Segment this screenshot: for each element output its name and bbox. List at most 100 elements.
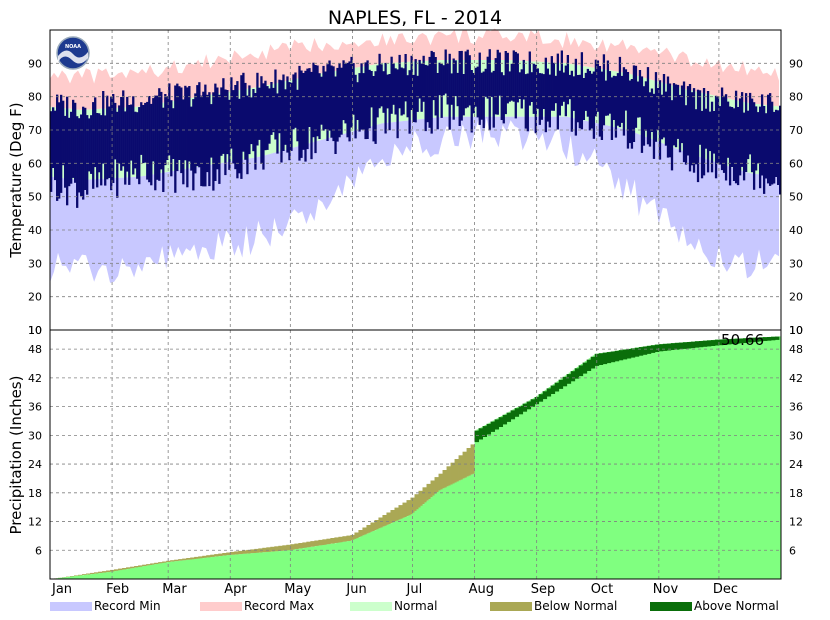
precip-below-normal [178,559,183,561]
plot-frame [49,29,782,580]
precip-above-normal [510,410,516,420]
temperature-day-bar [274,69,277,140]
precip-below-normal [242,550,247,554]
temperature-day-bar [648,92,652,147]
temperature-day-bar [740,92,744,167]
temperature-day-bar [736,107,740,186]
temperature-day-bar [668,83,672,158]
temperature-day-bar [462,74,465,116]
precip-below-normal [390,510,395,524]
precip-above-normal [486,423,492,435]
temperature-day-bar [658,80,662,160]
temperature-day-bar [280,80,283,163]
legend-label: Record Min [94,599,161,613]
temperature-day-bar [408,70,411,134]
temperature-day-bar [116,111,119,198]
precipitation-tick-label: 12 [789,516,803,529]
temperature-day-bar [682,81,686,163]
temperature-day-bar [624,69,628,111]
temperature-day-bar [340,67,343,135]
temperature-day-bar [728,106,732,186]
precip-above-normal [546,388,552,397]
precipitation-tick-label: 12 [28,516,42,529]
precip-above-normal [674,342,680,350]
precip-above-normal [498,417,504,427]
temperature-day-bar [248,85,251,155]
temperature-day-bar [276,93,279,154]
precip-above-normal [606,352,612,364]
legend-label: Record Max [244,599,314,613]
temperature-y-ticks-left: 10 20 30 40 50 60 70 80 90 [28,57,42,337]
temperature-day-bar [330,65,333,138]
precip-below-normal [306,541,311,548]
temperature-day-bar [724,94,728,181]
temperature-tick-label: 20 [28,291,42,304]
temperature-day-bar [542,74,545,109]
temperature-day-bar [636,81,640,118]
precip-above-normal [490,421,496,432]
precip-actual-area [50,336,781,579]
temperature-day-bar [696,89,700,183]
temperature-day-bar [98,113,101,173]
temperature-day-bar [618,56,622,128]
precip-below-normal [442,470,447,489]
precip-above-normal [718,339,724,346]
temperature-day-bar [772,111,776,184]
temperature-tick-label: 70 [789,124,803,137]
temperature-day-bar [238,98,241,174]
temperature-day-bar [516,53,519,103]
temperature-day-bar [556,53,559,130]
temperature-day-bar [78,118,81,193]
precip-below-normal [422,487,427,505]
precip-above-normal [618,350,624,361]
temperature-day-bar [110,96,113,191]
precip-below-normal [470,444,475,475]
temperature-day-bar [656,88,660,131]
temperature-tick-label: 80 [28,91,42,104]
precip-below-normal [238,550,243,555]
temperature-day-bar [104,115,107,186]
temperature-day-bar [758,106,762,189]
legend: Record Min Record Max Normal Below Normal Ab… [50,599,779,613]
temperature-day-bar [270,82,273,135]
precip-above-normal [702,340,708,347]
temperature-day-bar [662,74,666,138]
temperature-day-bar [546,68,549,122]
precip-below-normal [430,480,435,498]
temperature-day-bar [524,74,527,129]
temperature-day-bar [278,79,281,134]
temperature-day-bar [200,95,203,187]
temperature-day-bar [410,55,413,110]
precip-above-normal [518,406,524,415]
precip-below-normal [82,574,87,576]
precip-below-normal [318,539,323,546]
temperature-day-bar [630,79,634,149]
temperature-day-bar [300,70,303,158]
temperature-day-bar [536,68,539,109]
precipitation-tick-label: 30 [28,429,42,442]
temperature-day-bar [192,99,195,191]
temperature-day-bar [646,67,650,145]
temperature-day-bar [50,111,53,192]
temperature-day-bar [428,56,431,128]
temperature-day-bar [228,99,231,170]
temperature-day-bar [446,63,449,105]
temperature-day-bar [312,62,315,138]
temperature-day-bar [774,109,778,177]
precip-above-normal [638,347,644,356]
precip-below-normal [154,562,159,565]
precip-above-normal [622,349,628,360]
temperature-y-axis-label: Temperature (Deg F) [7,102,25,258]
temperature-day-bar [768,93,772,186]
precip-above-normal [562,376,568,387]
temperature-day-bar [608,71,612,114]
temperature-day-bar [174,85,177,193]
temperature-day-bar [252,89,255,152]
temperature-day-bar [708,111,712,152]
temperature-day-bar [212,92,215,191]
temperature-day-bar [140,102,143,155]
precip-below-normal [218,553,223,557]
precip-above-normal [706,340,712,347]
temperature-day-bar [400,67,403,116]
temperature-day-bar [738,98,742,176]
